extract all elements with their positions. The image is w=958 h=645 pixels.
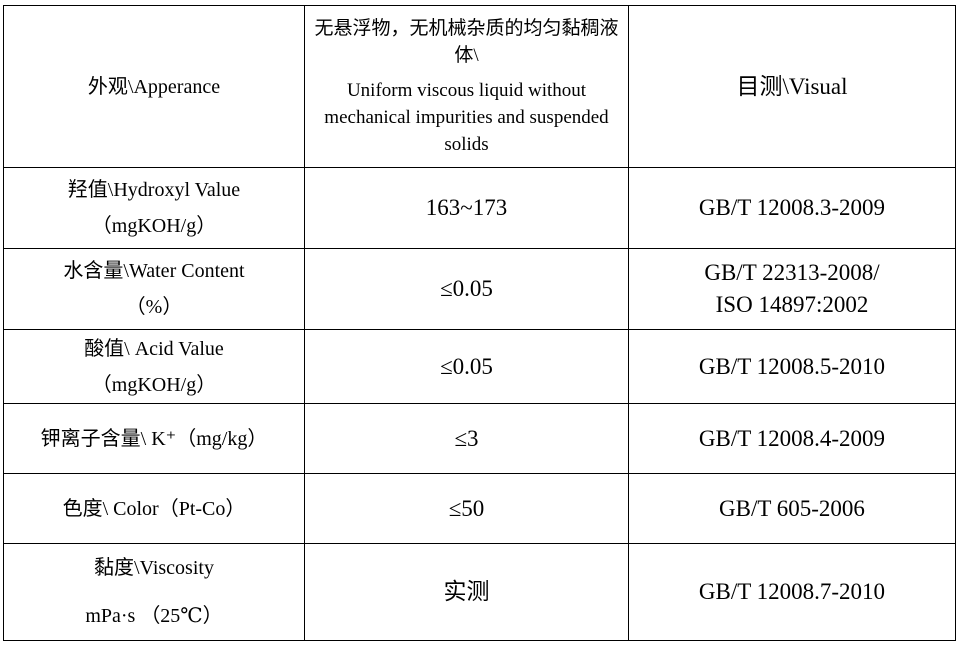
table-cell: GB/T 12008.3-2009 bbox=[628, 167, 956, 249]
spec-table: 外观\Apperance 无悬浮物，无机械杂质的均匀黏稠液体\ Uniform vi… bbox=[3, 5, 956, 641]
table-cell: 水含量\Water Content （%） bbox=[3, 248, 305, 330]
cell-text: ≤0.05 bbox=[440, 276, 493, 301]
cell-text: ≤3 bbox=[454, 425, 479, 451]
cell-text: 外观\Apperance bbox=[87, 75, 221, 98]
cell-text: 无悬浮物，无机械杂质的均匀黏稠液体\ bbox=[314, 18, 619, 66]
table-cell: 酸值\ Acid Value （mgKOH/g） bbox=[3, 329, 305, 404]
cell-text: GB/T 12008.4-2009 bbox=[698, 425, 886, 451]
cell-text: 黏度\Viscosity bbox=[94, 557, 214, 579]
cell-text: GB/T 12008.7-2010 bbox=[698, 579, 886, 604]
table-wrap: 外观\Apperance 无悬浮物，无机械杂质的均匀黏稠液体\ Uniform vi… bbox=[3, 5, 956, 641]
table-row: 水含量\Water Content （%） ≤0.05 GB/T 22313-2008… bbox=[3, 248, 956, 330]
table-cell: GB/T 12008.4-2009 bbox=[628, 403, 956, 474]
table-cell: 163~173 bbox=[304, 167, 629, 249]
cell-text: 酸值\ Acid Value bbox=[84, 337, 224, 360]
table-cell: ≤0.05 bbox=[304, 329, 629, 404]
cell-text: （%） bbox=[125, 296, 183, 318]
cell-text: ISO 14897:2002 bbox=[715, 292, 869, 317]
table-cell: 羟值\Hydroxyl Value （mgKOH/g） bbox=[3, 167, 305, 249]
table-cell: 色度\ Color（Pt-Co） bbox=[3, 473, 305, 544]
cell-text: GB/T 12008.5-2010 bbox=[698, 353, 886, 379]
table-cell: 无悬浮物，无机械杂质的均匀黏稠液体\ Uniform viscous liquid… bbox=[304, 5, 629, 168]
cell-text: （mgKOH/g） bbox=[91, 373, 217, 396]
table-row: 羟值\Hydroxyl Value （mgKOH/g） 163~173 GB/T 12… bbox=[3, 167, 956, 249]
table-body: 外观\Apperance 无悬浮物，无机械杂质的均匀黏稠液体\ Uniform vi… bbox=[3, 5, 956, 641]
table-cell: 外观\Apperance bbox=[3, 5, 305, 168]
table-cell: GB/T 605-2006 bbox=[628, 473, 956, 544]
table-cell: GB/T 12008.7-2010 bbox=[628, 543, 956, 641]
cell-text: Uniform viscous liquid without mechanica… bbox=[324, 80, 609, 155]
table-row: 钾离子含量\ K⁺（mg/kg） ≤3 GB/T 12008.4-2009 bbox=[3, 403, 956, 474]
cell-text: 水含量\Water Content bbox=[63, 260, 245, 282]
cell-text: 钾离子含量\ K⁺（mg/kg） bbox=[40, 427, 268, 450]
table-row: 黏度\Viscosity mPa·s （25℃） 实测 GB/T 12008.7-20… bbox=[3, 543, 956, 641]
cell-text: mPa·s （25℃） bbox=[85, 605, 223, 627]
cell-text: 羟值\Hydroxyl Value bbox=[67, 179, 241, 201]
table-row: 色度\ Color（Pt-Co） ≤50 GB/T 605-2006 bbox=[3, 473, 956, 544]
table-cell: 钾离子含量\ K⁺（mg/kg） bbox=[3, 403, 305, 474]
table-cell: ≤0.05 bbox=[304, 248, 629, 330]
cell-text: ≤0.05 bbox=[440, 353, 493, 379]
table-cell: GB/T 12008.5-2010 bbox=[628, 329, 956, 404]
cell-text: 163~173 bbox=[425, 195, 508, 220]
table-cell: ≤50 bbox=[304, 473, 629, 544]
cell-text: 色度\ Color（Pt-Co） bbox=[62, 497, 246, 520]
table-row: 酸值\ Acid Value （mgKOH/g） ≤0.05 GB/T 12008.5… bbox=[3, 329, 956, 404]
table-cell: 黏度\Viscosity mPa·s （25℃） bbox=[3, 543, 305, 641]
cell-text: GB/T 22313-2008/ bbox=[704, 260, 880, 285]
cell-text: （mgKOH/g） bbox=[91, 215, 217, 237]
table-cell: ≤3 bbox=[304, 403, 629, 474]
cell-text: ≤50 bbox=[448, 495, 485, 521]
table-cell: 实测 bbox=[304, 543, 629, 641]
table-cell: 目测\Visual bbox=[628, 5, 956, 168]
cell-text: 目测\Visual bbox=[736, 73, 848, 99]
table-cell: GB/T 22313-2008/ISO 14897:2002 bbox=[628, 248, 956, 330]
cell-text: 实测 bbox=[443, 579, 490, 604]
table-row: 外观\Apperance 无悬浮物，无机械杂质的均匀黏稠液体\ Uniform vi… bbox=[3, 5, 956, 168]
cell-text: GB/T 12008.3-2009 bbox=[698, 195, 886, 220]
cell-text: GB/T 605-2006 bbox=[719, 495, 865, 521]
